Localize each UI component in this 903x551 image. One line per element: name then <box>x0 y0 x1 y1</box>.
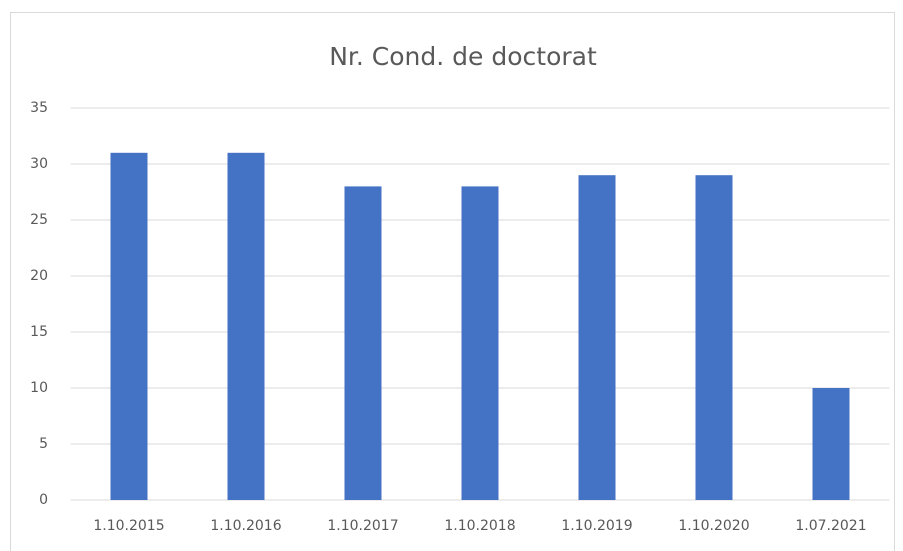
x-tick-label: 1.10.2015 <box>93 518 164 534</box>
x-tick-label: 1.10.2016 <box>210 518 281 534</box>
chart-frame <box>10 12 895 551</box>
x-tick-label: 1.07.2021 <box>795 518 866 534</box>
y-tick-label: 0 <box>39 492 48 508</box>
x-tick-label: 1.10.2018 <box>444 518 515 534</box>
y-tick-label: 5 <box>39 436 48 452</box>
x-tick-label: 1.10.2020 <box>678 518 749 534</box>
x-tick-label: 1.10.2019 <box>561 518 632 534</box>
chart-title: Nr. Cond. de doctorat <box>329 42 597 71</box>
bar <box>812 388 850 500</box>
bar <box>227 152 265 501</box>
y-tick-label: 10 <box>30 380 48 396</box>
y-tick-label: 15 <box>30 324 48 340</box>
x-tick-label: 1.10.2017 <box>327 518 398 534</box>
y-tick-label: 25 <box>30 212 48 228</box>
bar <box>578 175 616 500</box>
y-tick-label: 20 <box>30 268 48 284</box>
bar <box>110 152 148 501</box>
bar <box>695 175 733 500</box>
y-tick-label: 30 <box>30 156 48 172</box>
bar <box>344 186 382 500</box>
y-tick-label: 35 <box>30 100 48 116</box>
bar <box>461 186 499 500</box>
